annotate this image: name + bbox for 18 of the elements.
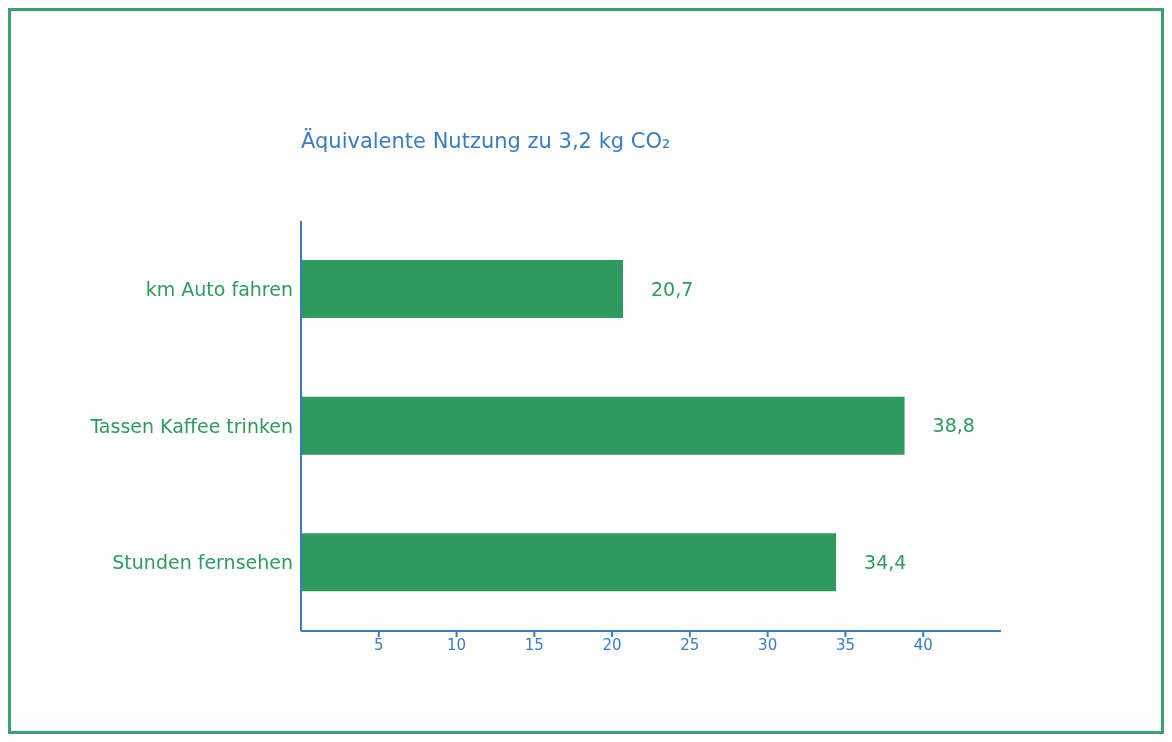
y-tick-label: Tassen Kaffee trinken xyxy=(89,414,293,437)
bar xyxy=(301,260,623,318)
x-tick-label: 15 xyxy=(524,635,544,654)
bar xyxy=(301,533,837,592)
x-tick-label: 30 xyxy=(758,635,778,654)
x-tick-label: 35 xyxy=(835,635,855,654)
data-label: 20,7 xyxy=(651,277,694,300)
x-tick-label: 25 xyxy=(680,635,700,654)
y-tick-label: Stunden fernsehen xyxy=(112,551,293,574)
x-tick-label: 20 xyxy=(602,635,622,654)
data-label: 38,8 xyxy=(932,414,975,437)
y-tick-label: km Auto fahren xyxy=(145,278,293,301)
x-tick-label: 5 xyxy=(374,635,384,654)
data-label: 34,4 xyxy=(864,550,907,573)
bar xyxy=(301,396,905,455)
chart-title: Äquivalente Nutzung zu 3,2 kg CO₂ xyxy=(301,129,671,153)
x-tick-label: 40 xyxy=(913,635,933,654)
x-tick-label: 10 xyxy=(447,635,467,654)
